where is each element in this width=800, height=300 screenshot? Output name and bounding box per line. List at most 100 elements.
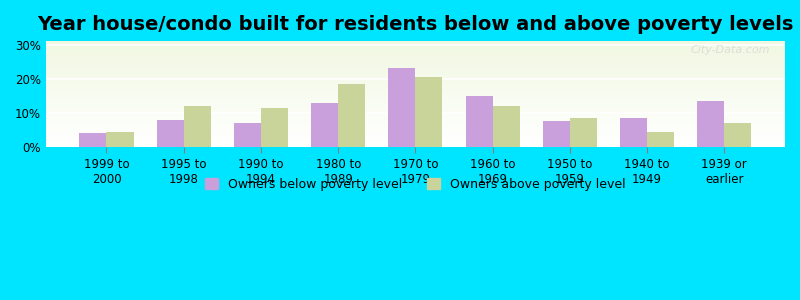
Bar bbox=[46, 73, 785, 74]
Bar bbox=[46, 141, 785, 142]
Bar bbox=[46, 41, 785, 42]
Bar bbox=[46, 103, 785, 104]
Legend: Owners below poverty level, Owners above poverty level: Owners below poverty level, Owners above… bbox=[201, 173, 630, 196]
Text: City-Data.com: City-Data.com bbox=[690, 45, 770, 56]
Title: Year house/condo built for residents below and above poverty levels: Year house/condo built for residents bel… bbox=[38, 15, 794, 34]
Bar bbox=[157, 120, 184, 147]
Bar bbox=[724, 123, 751, 147]
Bar bbox=[46, 139, 785, 140]
Bar bbox=[46, 75, 785, 76]
Bar bbox=[46, 104, 785, 105]
Bar bbox=[46, 145, 785, 146]
Bar bbox=[570, 118, 597, 147]
Bar bbox=[46, 138, 785, 139]
Bar bbox=[46, 93, 785, 94]
Bar bbox=[466, 96, 493, 147]
Bar bbox=[46, 132, 785, 133]
Bar bbox=[46, 109, 785, 110]
Bar bbox=[46, 112, 785, 113]
Bar bbox=[46, 58, 785, 59]
Bar bbox=[46, 114, 785, 115]
Bar bbox=[46, 143, 785, 144]
Bar bbox=[46, 97, 785, 98]
Bar bbox=[46, 98, 785, 99]
Bar bbox=[46, 108, 785, 109]
Bar bbox=[261, 108, 288, 147]
Bar bbox=[46, 131, 785, 132]
Bar bbox=[46, 110, 785, 111]
Bar bbox=[46, 50, 785, 51]
Bar bbox=[46, 105, 785, 106]
Bar bbox=[46, 85, 785, 87]
Bar bbox=[46, 78, 785, 79]
Bar bbox=[46, 69, 785, 70]
Bar bbox=[46, 91, 785, 92]
Bar bbox=[46, 67, 785, 68]
Bar bbox=[46, 146, 785, 147]
Bar bbox=[46, 79, 785, 80]
Bar bbox=[46, 140, 785, 141]
Bar bbox=[647, 132, 674, 147]
Bar bbox=[46, 54, 785, 55]
Bar bbox=[46, 117, 785, 119]
Bar bbox=[46, 44, 785, 45]
Bar bbox=[46, 52, 785, 53]
Bar bbox=[46, 123, 785, 124]
Bar bbox=[698, 101, 724, 147]
Bar bbox=[46, 120, 785, 121]
Bar bbox=[311, 103, 338, 147]
Bar bbox=[46, 81, 785, 83]
Bar bbox=[46, 133, 785, 134]
Bar bbox=[46, 87, 785, 88]
Bar bbox=[46, 142, 785, 143]
Bar bbox=[46, 111, 785, 112]
Bar bbox=[184, 106, 210, 147]
Bar bbox=[46, 74, 785, 75]
Bar bbox=[46, 64, 785, 65]
Bar bbox=[46, 56, 785, 57]
Bar bbox=[46, 85, 785, 86]
Bar bbox=[46, 128, 785, 129]
Bar bbox=[46, 89, 785, 90]
Bar bbox=[46, 68, 785, 69]
Bar bbox=[46, 113, 785, 114]
Bar bbox=[46, 126, 785, 127]
Bar bbox=[46, 61, 785, 62]
Bar bbox=[46, 62, 785, 63]
Bar bbox=[46, 134, 785, 136]
Bar bbox=[46, 53, 785, 54]
Bar bbox=[46, 130, 785, 131]
Bar bbox=[46, 60, 785, 61]
Bar bbox=[46, 136, 785, 138]
Bar bbox=[46, 55, 785, 56]
Bar bbox=[46, 144, 785, 145]
Bar bbox=[46, 99, 785, 101]
Bar bbox=[46, 107, 785, 108]
Bar bbox=[388, 68, 415, 147]
Bar bbox=[46, 95, 785, 96]
Bar bbox=[46, 121, 785, 122]
Bar bbox=[46, 90, 785, 91]
Bar bbox=[46, 77, 785, 78]
Bar bbox=[46, 51, 785, 52]
Bar bbox=[46, 106, 785, 107]
Bar bbox=[46, 63, 785, 64]
Bar bbox=[46, 125, 785, 126]
Bar bbox=[46, 118, 785, 120]
Bar bbox=[620, 118, 647, 147]
Bar bbox=[46, 72, 785, 73]
Bar bbox=[46, 70, 785, 71]
Bar bbox=[46, 94, 785, 95]
Bar bbox=[46, 42, 785, 43]
Bar bbox=[46, 88, 785, 89]
Bar bbox=[415, 77, 442, 147]
Bar bbox=[46, 43, 785, 44]
Bar bbox=[46, 129, 785, 130]
Bar bbox=[106, 132, 134, 147]
Bar bbox=[79, 134, 106, 147]
Bar bbox=[234, 123, 261, 147]
Bar bbox=[46, 82, 785, 83]
Bar bbox=[46, 57, 785, 58]
Bar bbox=[46, 76, 785, 77]
Bar bbox=[46, 115, 785, 116]
